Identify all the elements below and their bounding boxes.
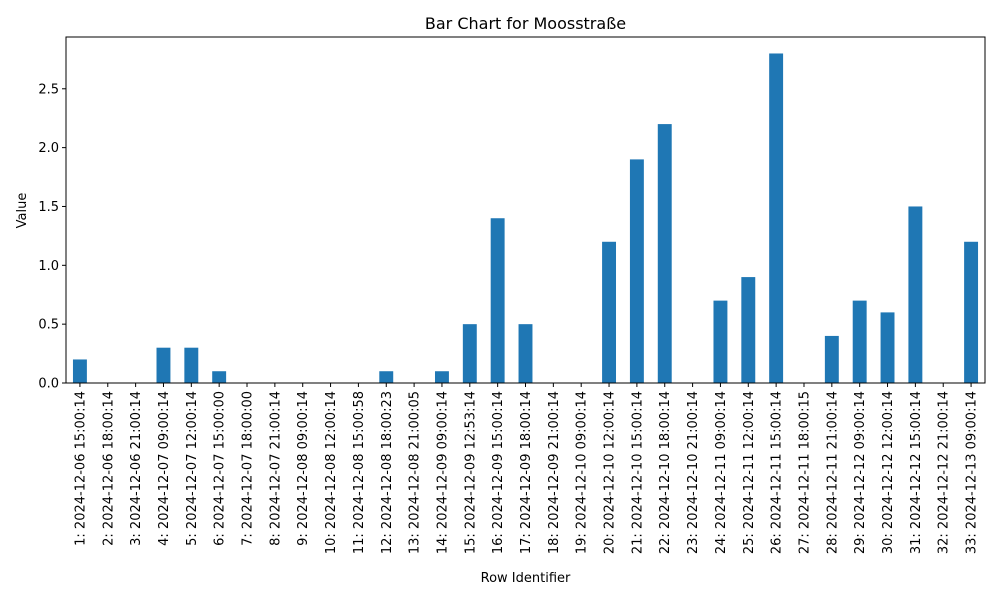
x-tick-label: 27: 2024-12-11 18:00:15: [797, 391, 812, 554]
x-tick-label: 18: 2024-12-09 21:00:14: [547, 391, 562, 554]
bar: [462, 324, 477, 383]
x-tick-label: 13: 2024-12-08 21:00:05: [408, 391, 423, 554]
bar: [434, 371, 449, 383]
x-tick-label: 10: 2024-12-08 12:00:14: [324, 391, 339, 554]
x-tick-label: 4: 2024-12-07 09:00:14: [157, 391, 172, 546]
plot-frame: [65, 36, 986, 384]
bar: [824, 335, 839, 383]
x-tick-label: 11: 2024-12-08 15:00:58: [352, 391, 367, 554]
bar: [741, 277, 756, 383]
x-tick-label: 6: 2024-12-07 15:00:00: [213, 391, 228, 546]
bar: [657, 124, 672, 383]
bars-group: [72, 53, 979, 383]
x-tick-label: 14: 2024-12-09 09:00:14: [435, 391, 450, 554]
x-tick-label: 16: 2024-12-09 15:00:14: [491, 391, 506, 554]
x-tick-label: 26: 2024-12-11 15:00:14: [770, 391, 785, 554]
bar: [713, 300, 728, 383]
x-tick-label: 32: 2024-12-12 21:00:14: [937, 391, 952, 554]
x-tick-label: 24: 2024-12-11 09:00:14: [714, 391, 729, 554]
bar: [908, 206, 923, 383]
bar: [629, 159, 644, 383]
x-tick-label: 12: 2024-12-08 18:00:23: [380, 391, 395, 554]
x-axis-label: Row Identifier: [481, 571, 571, 586]
bar: [379, 371, 394, 383]
x-tick-label: 21: 2024-12-10 15:00:14: [630, 391, 645, 554]
bar: [518, 324, 533, 383]
y-tick-label: 0.0: [38, 377, 59, 392]
x-tick-label: 23: 2024-12-10 21:00:14: [686, 391, 701, 554]
bar: [184, 347, 199, 383]
bar: [769, 53, 784, 383]
x-tick-label: 7: 2024-12-07 18:00:00: [241, 391, 256, 546]
x-tick-label: 25: 2024-12-11 12:00:14: [742, 391, 757, 554]
x-tick-label: 22: 2024-12-10 18:00:14: [658, 391, 673, 554]
bar: [852, 300, 867, 383]
x-tick-label: 20: 2024-12-10 12:00:14: [603, 391, 618, 554]
bar: [964, 241, 979, 383]
x-tick-label: 30: 2024-12-12 12:00:14: [881, 391, 896, 554]
y-tick-label: 2.5: [38, 82, 59, 97]
x-tick-label: 28: 2024-12-11 21:00:14: [825, 391, 840, 554]
y-axis-label: Value: [15, 193, 30, 229]
y-tick-label: 2.0: [38, 141, 59, 156]
bar: [72, 359, 87, 383]
x-tick-label: 1: 2024-12-06 15:00:14: [73, 391, 88, 546]
x-tick-label: 3: 2024-12-06 21:00:14: [129, 391, 144, 546]
y-axis: 0.0 0.5 1.0 1.5 2.0 2.5: [38, 82, 66, 392]
x-tick-label: 29: 2024-12-12 09:00:14: [853, 391, 868, 554]
x-tick-label: 8: 2024-12-07 21:00:14: [268, 391, 283, 546]
x-tick-label: 9: 2024-12-08 09:00:14: [296, 391, 311, 546]
bar: [156, 347, 171, 383]
x-tick-label: 2: 2024-12-06 18:00:14: [101, 391, 116, 546]
y-tick-label: 1.0: [38, 259, 59, 274]
chart-title: Bar Chart for Moosstraße: [425, 14, 626, 33]
bar: [490, 218, 505, 383]
x-tick-label: 17: 2024-12-09 18:00:14: [519, 391, 534, 554]
bar: [880, 312, 895, 383]
y-tick-label: 0.5: [38, 318, 59, 333]
x-tick-label: 31: 2024-12-12 15:00:14: [909, 391, 924, 554]
bar: [602, 241, 617, 383]
x-tick-label: 19: 2024-12-10 09:00:14: [575, 391, 590, 554]
x-axis: 1: 2024-12-06 15:00:14 2: 2024-12-06 18:0…: [73, 383, 980, 554]
x-tick-label: 5: 2024-12-07 12:00:14: [185, 391, 200, 546]
bar: [212, 371, 227, 383]
x-tick-label: 33: 2024-12-13 09:00:14: [965, 391, 980, 554]
y-tick-label: 1.5: [38, 200, 59, 215]
x-tick-label: 15: 2024-12-09 12:53:14: [463, 391, 478, 554]
